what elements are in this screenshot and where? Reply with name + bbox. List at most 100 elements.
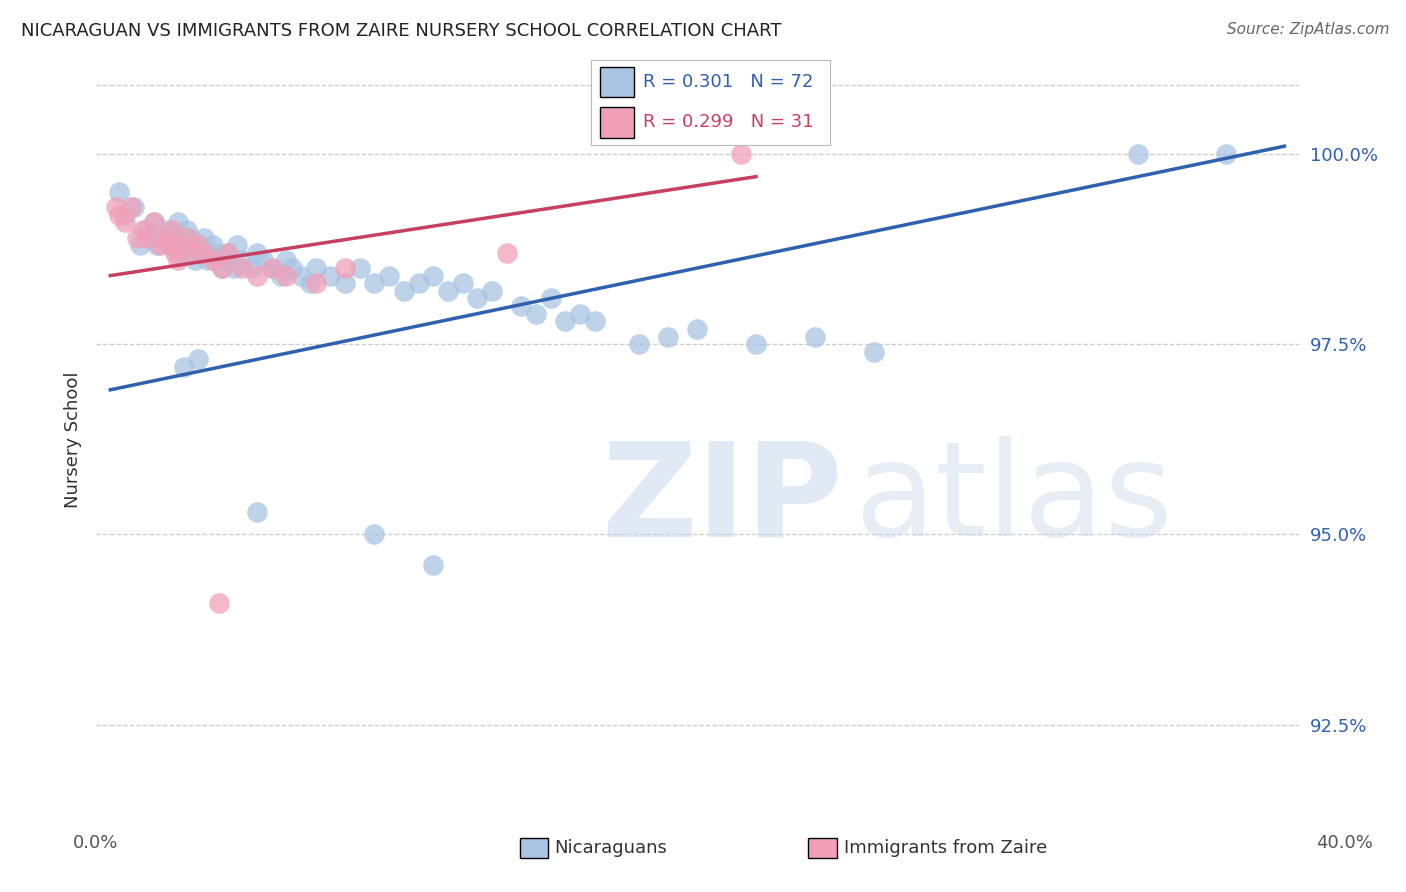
Point bbox=[202, 238, 225, 252]
Point bbox=[246, 268, 269, 283]
Point bbox=[179, 230, 201, 244]
Point bbox=[208, 596, 231, 610]
Point bbox=[730, 146, 752, 161]
Point bbox=[1126, 146, 1149, 161]
Point bbox=[657, 329, 679, 343]
Point bbox=[627, 337, 650, 351]
Point bbox=[408, 277, 430, 291]
Point bbox=[120, 200, 142, 214]
Point bbox=[173, 238, 195, 252]
Point bbox=[422, 268, 444, 283]
Text: 0.0%: 0.0% bbox=[73, 834, 118, 852]
Point bbox=[540, 292, 562, 306]
Point bbox=[270, 268, 292, 283]
Point bbox=[211, 260, 233, 275]
Point bbox=[290, 268, 312, 283]
Point bbox=[152, 230, 174, 244]
Point bbox=[141, 230, 163, 244]
Point bbox=[305, 277, 328, 291]
Text: 40.0%: 40.0% bbox=[1316, 834, 1372, 852]
Point bbox=[143, 215, 166, 229]
Point bbox=[122, 200, 145, 214]
Point bbox=[187, 238, 209, 252]
Point bbox=[363, 277, 385, 291]
Point bbox=[131, 223, 153, 237]
Point bbox=[281, 260, 304, 275]
Point bbox=[554, 314, 576, 328]
Point bbox=[138, 230, 160, 244]
Point bbox=[195, 253, 218, 268]
Text: Nicaraguans: Nicaraguans bbox=[554, 839, 666, 857]
Point bbox=[134, 223, 156, 237]
Point bbox=[157, 223, 180, 237]
Point bbox=[510, 299, 533, 313]
Point bbox=[160, 238, 183, 252]
Text: Source: ZipAtlas.com: Source: ZipAtlas.com bbox=[1226, 22, 1389, 37]
Point bbox=[217, 245, 239, 260]
Point bbox=[190, 245, 212, 260]
Point bbox=[305, 260, 328, 275]
Point bbox=[143, 215, 166, 229]
Point bbox=[108, 185, 131, 199]
Point bbox=[524, 307, 547, 321]
Point bbox=[176, 230, 198, 244]
Point bbox=[260, 260, 283, 275]
Point bbox=[686, 322, 709, 336]
Point bbox=[240, 260, 263, 275]
Point bbox=[392, 284, 415, 298]
Point bbox=[583, 314, 606, 328]
FancyBboxPatch shape bbox=[600, 107, 634, 137]
Point bbox=[187, 238, 209, 252]
Point bbox=[187, 352, 209, 367]
Point bbox=[319, 268, 342, 283]
Point bbox=[193, 245, 215, 260]
Point bbox=[246, 245, 269, 260]
Point bbox=[184, 253, 207, 268]
Point bbox=[276, 268, 298, 283]
Point bbox=[862, 344, 884, 359]
Point bbox=[108, 208, 131, 222]
Point bbox=[1215, 146, 1237, 161]
Point bbox=[181, 245, 204, 260]
Point bbox=[804, 329, 827, 343]
Point bbox=[231, 260, 253, 275]
Point bbox=[170, 238, 193, 252]
Point bbox=[465, 292, 488, 306]
Point bbox=[451, 277, 474, 291]
Point bbox=[260, 260, 283, 275]
Point bbox=[160, 223, 183, 237]
Point bbox=[211, 260, 233, 275]
Point bbox=[146, 238, 169, 252]
Point bbox=[149, 238, 172, 252]
Point bbox=[333, 260, 356, 275]
Point bbox=[363, 527, 385, 541]
Point bbox=[166, 253, 188, 268]
Point bbox=[157, 238, 180, 252]
Text: R = 0.301   N = 72: R = 0.301 N = 72 bbox=[643, 73, 814, 91]
Point bbox=[125, 230, 148, 244]
Point bbox=[481, 284, 503, 298]
Point bbox=[495, 245, 517, 260]
Point bbox=[225, 238, 247, 252]
Point bbox=[422, 558, 444, 572]
Point bbox=[181, 245, 204, 260]
Point bbox=[176, 223, 198, 237]
Y-axis label: Nursery School: Nursery School bbox=[63, 371, 82, 508]
Point bbox=[114, 208, 136, 222]
Point bbox=[378, 268, 401, 283]
Point bbox=[173, 359, 195, 374]
Point bbox=[252, 253, 274, 268]
Point bbox=[333, 277, 356, 291]
Point bbox=[298, 277, 321, 291]
Text: ZIP: ZIP bbox=[602, 436, 842, 563]
FancyBboxPatch shape bbox=[600, 67, 634, 97]
Point bbox=[155, 230, 177, 244]
Point bbox=[105, 200, 128, 214]
Point bbox=[214, 253, 236, 268]
Text: NICARAGUAN VS IMMIGRANTS FROM ZAIRE NURSERY SCHOOL CORRELATION CHART: NICARAGUAN VS IMMIGRANTS FROM ZAIRE NURS… bbox=[21, 22, 782, 40]
Point bbox=[163, 245, 186, 260]
Point bbox=[246, 505, 269, 519]
Point bbox=[202, 253, 225, 268]
Point bbox=[128, 238, 150, 252]
Point bbox=[170, 245, 193, 260]
